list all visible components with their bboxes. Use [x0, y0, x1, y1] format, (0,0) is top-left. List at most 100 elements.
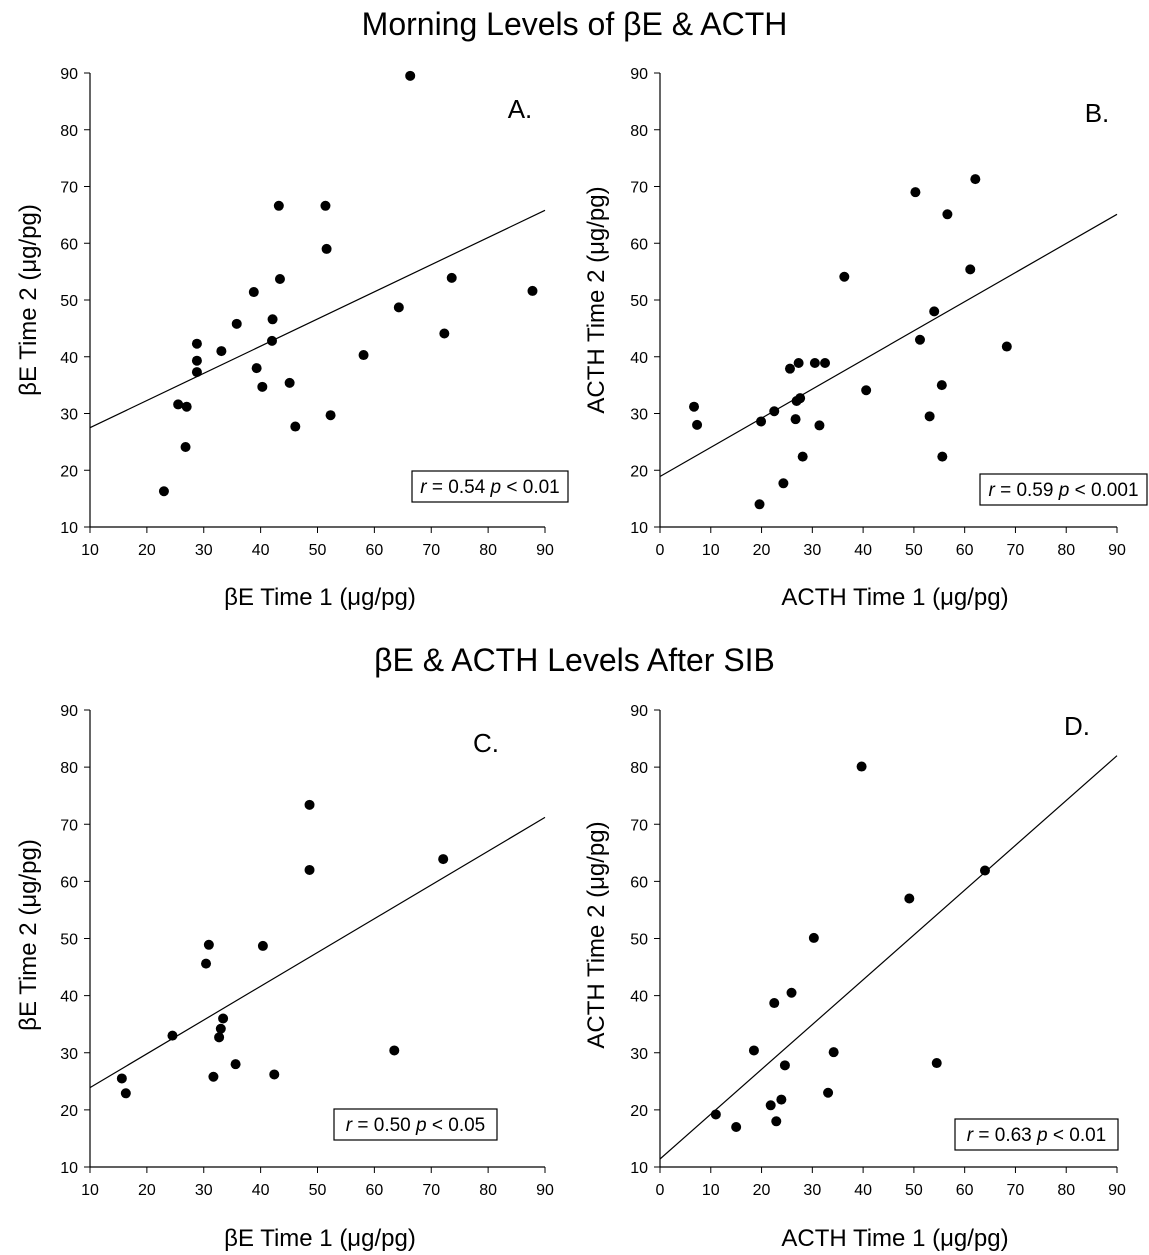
data-point — [208, 1071, 219, 1082]
data-point — [284, 377, 295, 388]
data-point — [358, 350, 369, 361]
data-point — [808, 932, 819, 943]
y-tick-label: 50 — [630, 293, 648, 310]
section-title-morning: Morning Levels of βE & ACTH — [361, 6, 788, 42]
x-axis-label: ACTH Time 1 (μg/pg) — [781, 1225, 1008, 1252]
data-point — [814, 420, 825, 431]
section-title-after-sib: βE & ACTH Levels After SIB — [374, 642, 775, 678]
data-point — [839, 271, 850, 282]
y-tick-label: 20 — [60, 1103, 78, 1120]
y-tick-label: 70 — [630, 817, 648, 834]
x-tick-label: 60 — [956, 1182, 974, 1199]
data-point — [756, 416, 767, 427]
x-tick-label: 70 — [1007, 1182, 1025, 1199]
data-point — [823, 1087, 834, 1098]
data-point — [304, 799, 315, 810]
r-label: r — [420, 477, 427, 498]
y-tick-label: 50 — [630, 932, 648, 949]
y-tick-label: 70 — [630, 180, 648, 197]
x-tick-label: 50 — [309, 542, 327, 559]
x-tick-label: 20 — [138, 1182, 156, 1199]
y-tick-label: 50 — [60, 932, 78, 949]
y-tick-label: 40 — [60, 989, 78, 1006]
data-point — [191, 355, 202, 366]
x-axis-label: ACTH Time 1 (μg/pg) — [781, 584, 1008, 611]
regression-line — [659, 213, 1118, 478]
data-point — [942, 209, 953, 220]
data-point — [439, 328, 450, 339]
p-value: < 0.01 — [501, 477, 560, 498]
data-point — [689, 401, 700, 412]
data-point — [215, 1023, 226, 1034]
data-point — [970, 174, 981, 185]
data-point — [180, 441, 191, 452]
data-point — [784, 363, 795, 374]
x-tick-label: 10 — [702, 1182, 720, 1199]
x-tick-label: 10 — [702, 542, 720, 559]
x-tick-label: 20 — [753, 1182, 771, 1199]
x-tick-label: 80 — [479, 1182, 497, 1199]
data-point — [910, 187, 921, 198]
y-axis-label: βE Time 2 (μg/pg) — [15, 839, 42, 1031]
data-point — [769, 998, 780, 1009]
y-tick-label: 60 — [630, 236, 648, 253]
y-tick-label: 10 — [630, 520, 648, 537]
x-tick-label: 90 — [1108, 542, 1126, 559]
data-point — [218, 1013, 229, 1024]
y-tick-label: 80 — [630, 123, 648, 140]
data-point — [203, 939, 214, 950]
stats-box — [979, 473, 1148, 506]
data-point — [754, 499, 765, 510]
r-value: = 0.50 — [352, 1115, 416, 1136]
stats-text: r = 0.54 p < 0.01 — [420, 477, 559, 498]
data-point — [274, 274, 285, 285]
stats-box — [954, 1118, 1119, 1151]
data-point — [251, 363, 262, 374]
x-tick-label: 20 — [753, 542, 771, 559]
data-point — [269, 1069, 280, 1080]
p-label: p — [1036, 1125, 1048, 1146]
y-axis-label: ACTH Time 2 (μg/pg) — [583, 821, 610, 1048]
x-tick-label: 30 — [195, 542, 213, 559]
y-tick-label: 80 — [60, 123, 78, 140]
data-point — [248, 287, 259, 298]
data-point — [776, 1094, 787, 1105]
y-tick-label: 50 — [60, 293, 78, 310]
y-tick-label: 30 — [630, 407, 648, 424]
data-point — [120, 1088, 131, 1099]
data-point — [167, 1030, 178, 1041]
data-point — [965, 264, 976, 275]
x-tick-label: 60 — [365, 542, 383, 559]
y-tick-label: 20 — [630, 463, 648, 480]
y-tick-label: 20 — [630, 1103, 648, 1120]
p-label: p — [490, 477, 502, 498]
data-point — [393, 302, 404, 313]
y-tick-label: 90 — [60, 66, 78, 83]
data-point — [257, 940, 268, 951]
stats-text: r = 0.59 p < 0.001 — [988, 480, 1138, 501]
data-point — [438, 854, 449, 865]
stats-text: r = 0.63 p < 0.01 — [967, 1125, 1106, 1146]
x-tick-label: 80 — [479, 542, 497, 559]
data-point — [231, 318, 242, 329]
x-tick-label: 80 — [1057, 542, 1075, 559]
data-point — [937, 451, 948, 462]
data-point — [230, 1059, 241, 1070]
data-point — [191, 338, 202, 349]
r-value: = 0.63 — [973, 1125, 1037, 1146]
p-value: < 0.05 — [427, 1115, 486, 1136]
y-tick-label: 30 — [60, 407, 78, 424]
data-point — [820, 357, 831, 368]
panel-letter: B. — [1085, 98, 1110, 128]
x-tick-label: 20 — [138, 542, 156, 559]
y-tick-label: 40 — [630, 989, 648, 1006]
p-label: p — [415, 1115, 427, 1136]
r-label: r — [346, 1115, 353, 1136]
y-tick-label: 10 — [60, 520, 78, 537]
x-tick-label: 30 — [195, 1182, 213, 1199]
x-tick-label: 0 — [656, 1182, 665, 1199]
data-point — [216, 346, 227, 357]
data-point — [257, 381, 268, 392]
x-tick-label: 90 — [536, 1182, 554, 1199]
